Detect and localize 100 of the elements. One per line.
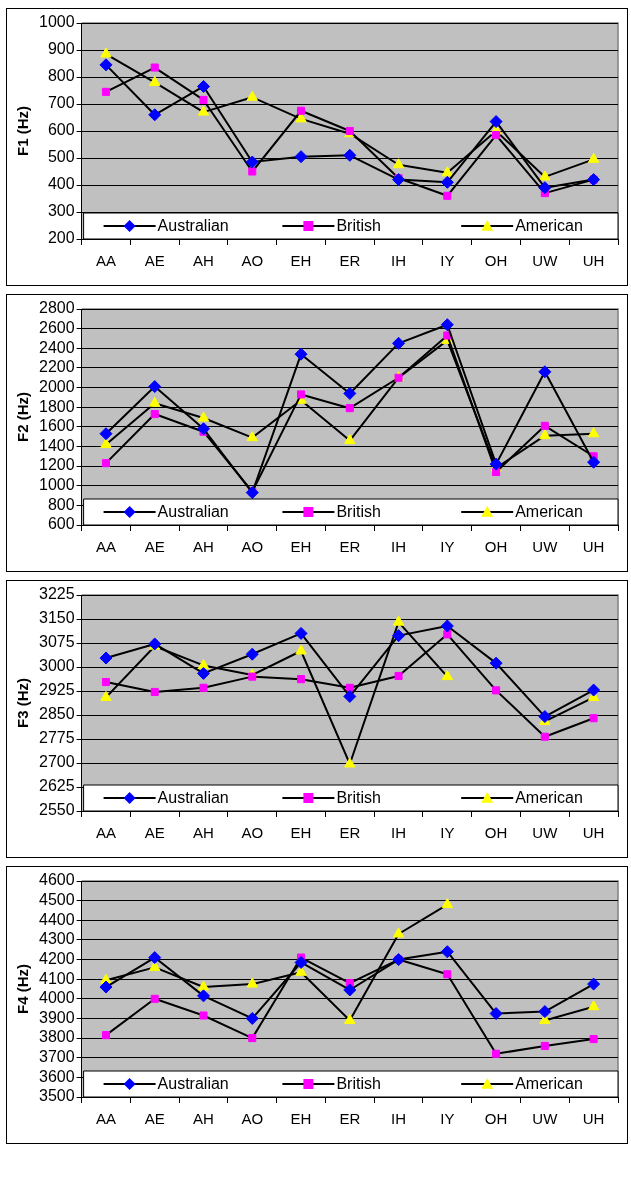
legend-label: American: [515, 1075, 583, 1093]
y-axis-title: F1 (Hz): [14, 106, 32, 156]
legend-label: Australian: [157, 1075, 229, 1093]
y-tick-label: 3600: [39, 1067, 75, 1085]
y-tick-label: 3900: [39, 1008, 75, 1026]
x-tick-label: ER: [339, 824, 361, 842]
x-tick-label: AO: [241, 538, 264, 556]
x-tick-label: ER: [339, 252, 361, 270]
y-tick-label: 4600: [39, 871, 75, 889]
legend-label: British: [336, 789, 381, 807]
legend-label: British: [336, 503, 381, 521]
x-tick-label: AO: [241, 1110, 264, 1128]
y-tick-label: 600: [47, 515, 75, 533]
y-tick-label: 2625: [39, 777, 75, 795]
x-tick-label: IY: [440, 538, 455, 556]
y-tick-label: 400: [47, 175, 75, 193]
y-tick-label: 1600: [39, 417, 75, 435]
x-tick-label: AA: [95, 824, 116, 842]
y-tick-label: 4200: [39, 949, 75, 967]
legend-label: British: [336, 1075, 381, 1093]
y-tick-label: 3800: [39, 1028, 75, 1046]
x-tick-label: UH: [582, 252, 605, 270]
x-tick-label: ER: [339, 538, 361, 556]
y-tick-label: 2550: [39, 801, 75, 819]
y-tick-label: 3225: [39, 585, 75, 603]
y-tick-label: 4500: [39, 891, 75, 909]
y-tick-label: 4000: [39, 989, 75, 1007]
y-tick-label: 2800: [39, 299, 75, 317]
x-tick-label: EH: [290, 1110, 312, 1128]
x-tick-label: EH: [290, 824, 312, 842]
x-tick-label: AO: [241, 252, 264, 270]
x-tick-label: ER: [339, 1110, 361, 1128]
y-tick-label: 300: [47, 202, 75, 220]
legend-label: Australian: [157, 789, 229, 807]
y-axis-title: F2 (Hz): [14, 392, 32, 442]
y-tick-label: 2200: [39, 358, 75, 376]
x-tick-label: IY: [440, 252, 455, 270]
x-tick-label: IH: [391, 1110, 407, 1128]
x-tick-label: OH: [484, 1110, 508, 1128]
legend-label: British: [336, 217, 381, 235]
x-tick-label: UH: [582, 538, 605, 556]
x-tick-label: AE: [144, 1110, 165, 1128]
y-tick-label: 2925: [39, 681, 75, 699]
y-tick-label: 4100: [39, 969, 75, 987]
x-tick-label: UW: [532, 252, 559, 270]
y-tick-label: 2850: [39, 705, 75, 723]
y-tick-label: 900: [47, 40, 75, 58]
y-tick-label: 600: [47, 121, 75, 139]
y-tick-label: 1400: [39, 436, 75, 454]
x-tick-label: AH: [193, 1110, 214, 1128]
y-tick-label: 700: [47, 94, 75, 112]
y-tick-label: 1000: [39, 476, 75, 494]
legend-label: Australian: [157, 217, 229, 235]
x-tick-label: AH: [193, 538, 214, 556]
x-tick-label: UH: [582, 824, 605, 842]
x-tick-label: AA: [95, 538, 116, 556]
y-tick-label: 2700: [39, 753, 75, 771]
x-tick-label: UH: [582, 1110, 605, 1128]
y-tick-label: 3700: [39, 1048, 75, 1066]
x-tick-label: IH: [391, 252, 407, 270]
x-tick-label: AE: [144, 252, 165, 270]
x-tick-label: AO: [241, 824, 264, 842]
y-tick-label: 800: [47, 67, 75, 85]
y-tick-label: 2000: [39, 377, 75, 395]
y-tick-label: 2775: [39, 729, 75, 747]
x-tick-label: AE: [144, 538, 165, 556]
y-tick-label: 500: [47, 148, 75, 166]
legend-label: American: [515, 503, 583, 521]
x-tick-label: UW: [532, 1110, 559, 1128]
legend-label: Australian: [157, 503, 229, 521]
x-tick-label: UW: [532, 824, 559, 842]
x-tick-label: EH: [290, 252, 312, 270]
legend-label: American: [515, 217, 583, 235]
y-tick-label: 4400: [39, 910, 75, 928]
y-tick-label: 3500: [39, 1087, 75, 1105]
x-tick-label: IY: [440, 824, 455, 842]
y-tick-label: 3075: [39, 633, 75, 651]
y-tick-label: 1200: [39, 456, 75, 474]
x-tick-label: EH: [290, 538, 312, 556]
x-tick-label: AH: [193, 252, 214, 270]
legend-label: American: [515, 789, 583, 807]
x-tick-label: AA: [95, 252, 116, 270]
y-tick-label: 3150: [39, 609, 75, 627]
x-tick-label: AE: [144, 824, 165, 842]
x-tick-label: OH: [484, 252, 508, 270]
y-axis-title: F4 (Hz): [14, 964, 32, 1014]
x-tick-label: UW: [532, 538, 559, 556]
y-tick-label: 200: [47, 229, 75, 247]
x-tick-label: IH: [391, 538, 407, 556]
y-tick-label: 1000: [39, 13, 75, 31]
y-tick-label: 2400: [39, 338, 75, 356]
y-tick-label: 800: [47, 495, 75, 513]
y-axis-title: F3 (Hz): [14, 678, 32, 728]
x-tick-label: OH: [484, 824, 508, 842]
x-tick-label: AH: [193, 824, 214, 842]
y-tick-label: 3000: [39, 657, 75, 675]
y-tick-label: 2600: [39, 319, 75, 337]
x-tick-label: IY: [440, 1110, 455, 1128]
x-tick-label: OH: [484, 538, 508, 556]
y-tick-label: 1800: [39, 397, 75, 415]
